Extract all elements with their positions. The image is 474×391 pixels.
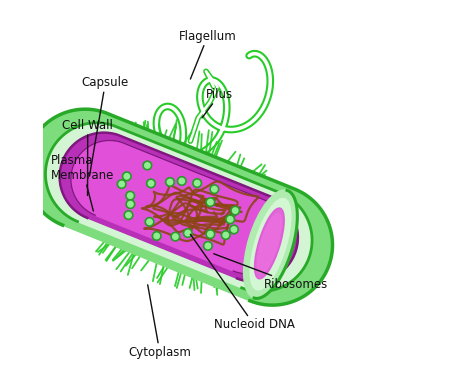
Circle shape bbox=[177, 177, 186, 185]
Text: Pilus: Pilus bbox=[202, 88, 233, 118]
Ellipse shape bbox=[244, 190, 298, 298]
Circle shape bbox=[221, 231, 230, 239]
Circle shape bbox=[171, 232, 180, 241]
Circle shape bbox=[226, 215, 235, 224]
Text: Cytoplasm: Cytoplasm bbox=[128, 285, 191, 359]
Text: Ribosomes: Ribosomes bbox=[214, 254, 328, 291]
Ellipse shape bbox=[255, 208, 284, 279]
Circle shape bbox=[143, 161, 152, 170]
Polygon shape bbox=[71, 140, 287, 274]
Polygon shape bbox=[60, 133, 298, 282]
Circle shape bbox=[193, 179, 201, 187]
Circle shape bbox=[210, 185, 219, 194]
Ellipse shape bbox=[250, 199, 291, 290]
Circle shape bbox=[147, 179, 155, 188]
Ellipse shape bbox=[257, 213, 282, 273]
Circle shape bbox=[231, 206, 239, 215]
Circle shape bbox=[206, 198, 215, 206]
Text: Cell Wall: Cell Wall bbox=[62, 119, 113, 196]
Circle shape bbox=[230, 225, 238, 234]
Circle shape bbox=[153, 232, 161, 240]
Text: Nucleoid DNA: Nucleoid DNA bbox=[191, 234, 294, 332]
Circle shape bbox=[118, 180, 126, 188]
Polygon shape bbox=[46, 123, 312, 292]
Polygon shape bbox=[25, 109, 333, 305]
Text: Capsule: Capsule bbox=[82, 76, 129, 176]
Circle shape bbox=[126, 191, 135, 200]
Circle shape bbox=[123, 172, 131, 181]
Circle shape bbox=[206, 230, 215, 239]
Circle shape bbox=[183, 229, 192, 237]
Circle shape bbox=[124, 211, 133, 219]
Circle shape bbox=[166, 178, 174, 186]
Circle shape bbox=[204, 242, 212, 250]
Text: Flagellum: Flagellum bbox=[179, 30, 237, 79]
Circle shape bbox=[146, 218, 154, 226]
Text: Plasma
Membrane: Plasma Membrane bbox=[51, 154, 114, 211]
Circle shape bbox=[126, 200, 135, 208]
